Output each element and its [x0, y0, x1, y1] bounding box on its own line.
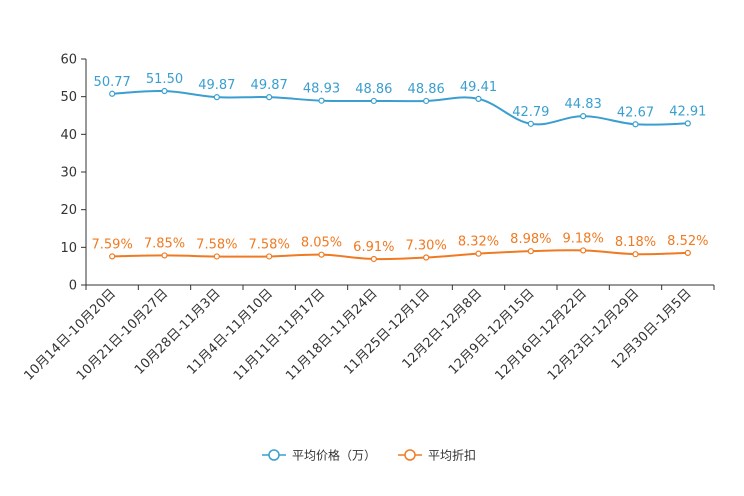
data-point[interactable]: [684, 120, 691, 127]
legend-marker-icon: [404, 449, 416, 461]
y-tick-label: 10: [60, 241, 77, 256]
y-tick-label: 20: [60, 203, 77, 218]
x-tick-label: 10月21日-10月27日: [74, 286, 171, 383]
data-point[interactable]: [318, 97, 325, 104]
data-point[interactable]: [370, 255, 377, 263]
data-label: 49.87: [198, 78, 235, 93]
data-point[interactable]: [161, 87, 168, 95]
data-point[interactable]: [684, 249, 691, 257]
series-avg-price: 50.77 51.50 49.87 49.87 48.93 48.86 48.86 49.41…: [94, 72, 706, 128]
data-label: 7.85%: [144, 236, 185, 251]
data-label: 51.50: [146, 72, 183, 87]
legend-label: 平均折扣: [428, 448, 476, 463]
data-point[interactable]: [423, 254, 430, 261]
data-point[interactable]: [266, 253, 273, 260]
data-label: 8.18%: [615, 235, 656, 250]
data-label: 6.91%: [353, 240, 394, 255]
data-point[interactable]: [527, 248, 534, 255]
data-label: 8.52%: [667, 234, 708, 249]
data-point[interactable]: [423, 97, 430, 105]
data-label: 7.59%: [92, 237, 133, 252]
x-tick-label: 11月18日-11月24日: [283, 286, 380, 383]
data-point[interactable]: [580, 247, 587, 254]
legend-marker-icon: [268, 449, 280, 461]
y-tick-label: 40: [60, 128, 77, 143]
legend-item-avg-price[interactable]: 平均价格（万）: [262, 448, 376, 463]
data-label: 8.05%: [301, 236, 342, 251]
data-point[interactable]: [161, 252, 168, 259]
data-label: 42.91: [669, 104, 706, 119]
data-label: 7.58%: [249, 237, 290, 252]
y-tick-label: 60: [60, 53, 77, 68]
data-label: 48.86: [408, 82, 445, 97]
x-tick-label: 12月16日-12月22日: [493, 286, 590, 383]
data-point[interactable]: [266, 94, 273, 101]
data-label: 8.98%: [510, 232, 551, 247]
data-label: 42.79: [512, 105, 549, 120]
data-point[interactable]: [475, 95, 482, 102]
x-tick-label: 11月11日-11月17日: [231, 286, 328, 383]
data-point[interactable]: [370, 97, 377, 105]
data-label: 49.87: [251, 78, 288, 93]
data-label: 7.58%: [196, 237, 237, 252]
data-label: 49.41: [460, 80, 497, 95]
data-point[interactable]: [632, 121, 639, 128]
data-label: 48.93: [303, 82, 340, 97]
data-point[interactable]: [213, 253, 220, 260]
data-point[interactable]: [475, 250, 482, 257]
chart-legend[interactable]: 平均价格（万） 平均折扣: [262, 448, 476, 463]
y-tick-label: 30: [60, 166, 77, 181]
data-point[interactable]: [527, 120, 534, 127]
data-point[interactable]: [109, 90, 116, 97]
series-line: [112, 249, 688, 261]
chart-series: 50.77 51.50 49.87 49.87 48.93 48.86 48.86 49.41…: [92, 72, 708, 263]
x-tick-label: 10月14日-10月20日: [22, 286, 119, 383]
y-tick-label: 50: [60, 90, 77, 105]
data-label: 42.67: [617, 105, 654, 120]
data-label: 44.83: [565, 97, 602, 112]
data-label: 9.18%: [563, 231, 604, 246]
x-tick-label: 12月23日-12月29日: [545, 286, 642, 383]
legend-label: 平均价格（万）: [292, 448, 376, 463]
y-tick-label: 0: [69, 279, 77, 294]
data-point[interactable]: [580, 113, 587, 120]
series-avg-discount: 7.59% 7.85% 7.58% 7.58% 8.05% 6.91% 7.30% 8.32%…: [92, 231, 708, 263]
series-line: [112, 89, 688, 126]
legend-item-avg-discount[interactable]: 平均折扣: [398, 448, 476, 463]
data-point[interactable]: [318, 251, 325, 258]
data-label: 50.77: [94, 75, 131, 90]
data-label: 7.30%: [406, 239, 447, 254]
data-point[interactable]: [632, 251, 639, 258]
data-point[interactable]: [109, 253, 116, 260]
data-label: 48.86: [355, 82, 392, 97]
data-label: 8.32%: [458, 235, 499, 250]
data-point[interactable]: [213, 94, 220, 101]
